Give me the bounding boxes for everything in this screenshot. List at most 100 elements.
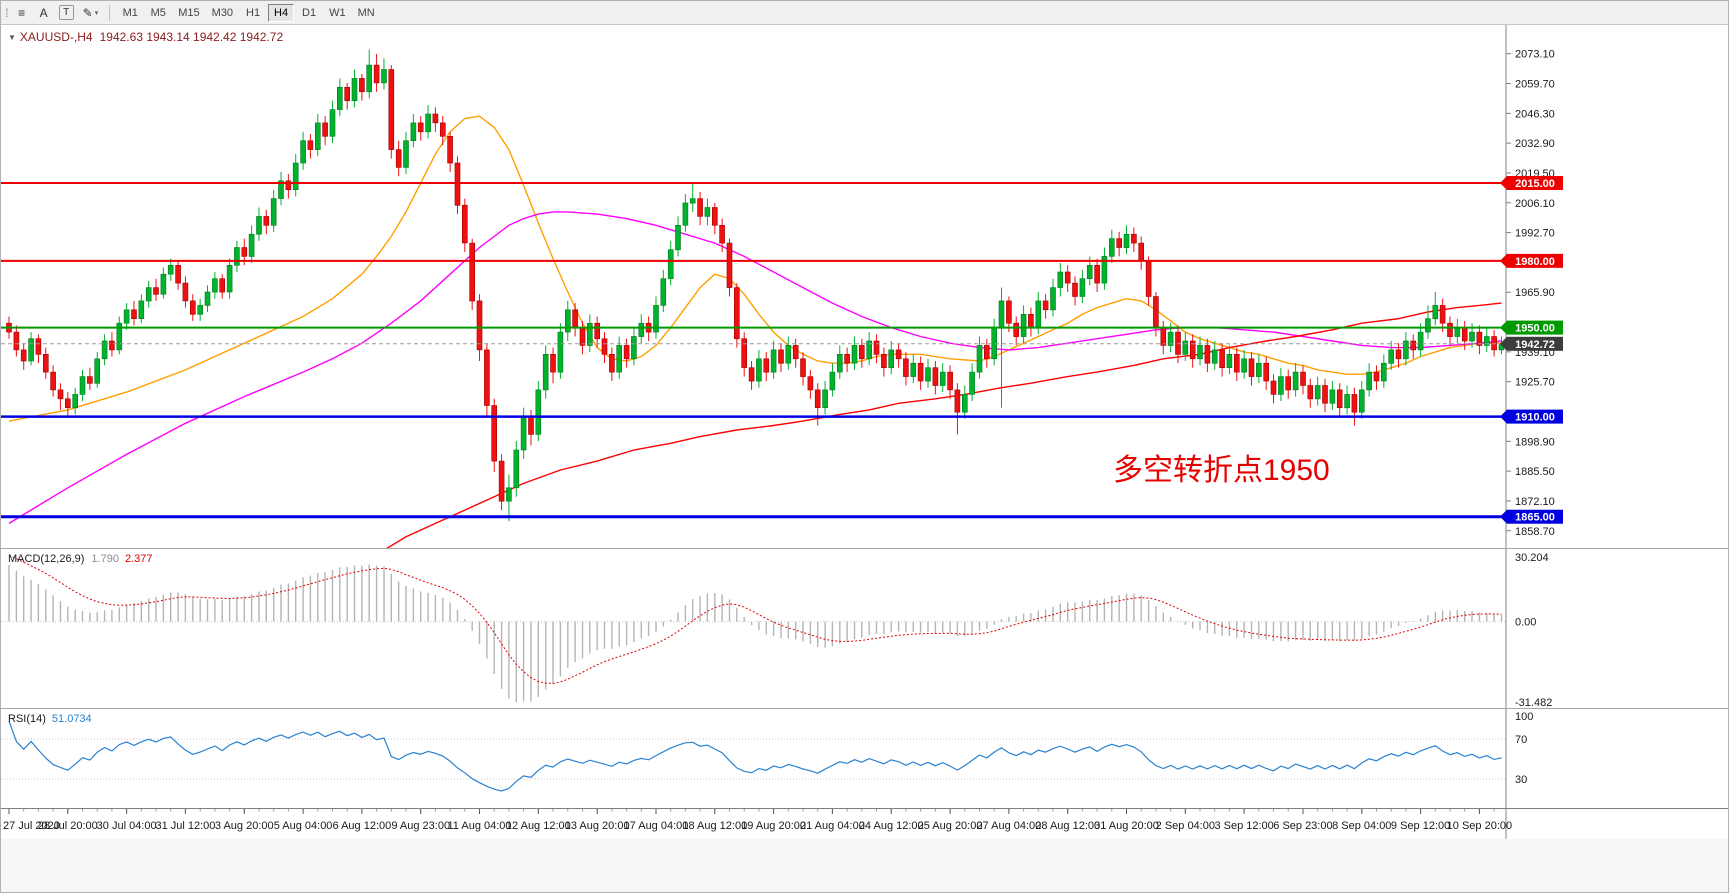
price-axis-label: 1858.70	[1515, 526, 1555, 538]
candle	[263, 209, 270, 235]
candle	[1182, 332, 1189, 361]
candle	[1270, 374, 1277, 404]
rsi-axis-70: 70	[1515, 734, 1527, 746]
candle	[42, 347, 49, 379]
candle	[484, 343, 490, 417]
price-chart[interactable]: 2073.102059.702046.302032.902019.502006.…	[1, 25, 1729, 549]
candle	[153, 278, 159, 301]
candle	[1476, 325, 1483, 355]
candle	[219, 274, 225, 299]
candle	[1447, 316, 1453, 346]
candle	[1094, 258, 1100, 292]
timeframe-m5-button[interactable]: M5	[145, 4, 171, 22]
candle	[175, 260, 181, 290]
time-axis-label: 8 Sep 04:00	[1332, 820, 1391, 832]
time-axis-label: 31 Aug 20:00	[1094, 820, 1159, 832]
candle	[689, 183, 696, 212]
candle	[998, 287, 1005, 408]
candle	[1432, 292, 1439, 326]
candle	[336, 78, 343, 117]
candle	[1211, 341, 1218, 370]
price-flag: 1942.72	[1515, 339, 1555, 351]
price-axis-label: 2046.30	[1515, 108, 1555, 120]
candle	[1131, 227, 1137, 252]
candle	[836, 345, 843, 379]
candle	[682, 194, 689, 232]
time-axis-label: 24 Aug 12:00	[859, 820, 924, 832]
candle	[190, 294, 196, 321]
candle	[785, 336, 792, 370]
candle	[1395, 343, 1402, 368]
candle	[535, 381, 542, 442]
candle	[461, 198, 468, 252]
timeframe-m30-button[interactable]: M30	[207, 4, 238, 22]
candle	[292, 154, 299, 197]
rsi-axis-30: 30	[1515, 774, 1527, 786]
candle	[822, 381, 828, 415]
candle	[653, 296, 659, 339]
candle	[763, 352, 770, 381]
time-axis-label: 31 Jul 12:00	[155, 820, 215, 832]
time-axis-label: 11 Aug 04:00	[448, 820, 512, 832]
dropdown-caret-icon: ▾	[94, 9, 99, 17]
candle	[601, 332, 608, 364]
candle	[1101, 247, 1108, 290]
timeframe-h4-button[interactable]: H4	[268, 3, 295, 22]
candle	[1351, 387, 1358, 426]
candle	[1138, 236, 1144, 270]
price-flag: 2015.00	[1515, 178, 1555, 190]
time-axis-label: 27 Jul 2020	[3, 820, 60, 832]
price-axis-label: 1965.90	[1515, 287, 1555, 299]
macd-histogram	[8, 564, 1503, 703]
candle	[469, 238, 476, 310]
candle	[454, 156, 461, 215]
price-flag: 1865.00	[1515, 512, 1555, 524]
timeframe-m1-button[interactable]: M1	[117, 4, 143, 22]
timeframe-mn-button[interactable]: MN	[353, 4, 380, 22]
time-axis-label: 3 Sep 12:00	[1214, 820, 1273, 832]
candle	[895, 343, 902, 368]
candle	[542, 345, 549, 399]
macd-axis-max: 30.204	[1515, 552, 1549, 564]
candle	[829, 363, 836, 397]
candle	[748, 361, 755, 390]
time-axis-label: 5 Aug 04:00	[274, 820, 333, 832]
candle	[711, 203, 718, 235]
timeframe-w1-button[interactable]: W1	[324, 4, 351, 22]
text-label-icon[interactable]: T	[58, 5, 74, 20]
price-flag: 1980.00	[1515, 256, 1555, 268]
candle	[888, 341, 895, 375]
candle	[1454, 318, 1461, 344]
timeframe-m15-button[interactable]: M15	[173, 4, 204, 22]
candle	[109, 332, 115, 357]
candle	[116, 316, 123, 355]
candle	[557, 323, 564, 379]
candle	[1329, 381, 1336, 410]
rsi-line	[8, 720, 1502, 792]
price-axis-label: 1992.70	[1515, 228, 1555, 240]
toolbar-drag-handle[interactable]: ⁞⁞	[5, 5, 8, 20]
candle	[1388, 341, 1394, 370]
annotate-letter-a-icon[interactable]: A	[34, 3, 54, 23]
chart-objects-icon[interactable]: ≡	[12, 3, 32, 23]
candle	[991, 318, 998, 366]
candle	[910, 354, 917, 384]
draw-tools-icon[interactable]: ✎ ▾	[79, 3, 103, 23]
candle	[1285, 369, 1291, 399]
candle	[917, 356, 924, 390]
candle	[586, 314, 593, 353]
timeframe-h1-button[interactable]: H1	[240, 4, 266, 22]
macd-panel-chart[interactable]: 30.204 0.00 -31.482	[1, 549, 1729, 709]
macd-signal-line	[8, 555, 1502, 684]
candle	[1439, 298, 1446, 333]
candle	[498, 454, 505, 511]
price-flag: 1950.00	[1515, 323, 1555, 335]
timeframe-d1-button[interactable]: D1	[296, 4, 322, 22]
candle	[123, 303, 130, 330]
time-axis-label: 30 Jul 04:00	[97, 820, 157, 832]
candle	[72, 387, 78, 415]
candle	[270, 189, 277, 232]
rsi-panel-chart[interactable]: 100 70 30	[1, 709, 1729, 809]
